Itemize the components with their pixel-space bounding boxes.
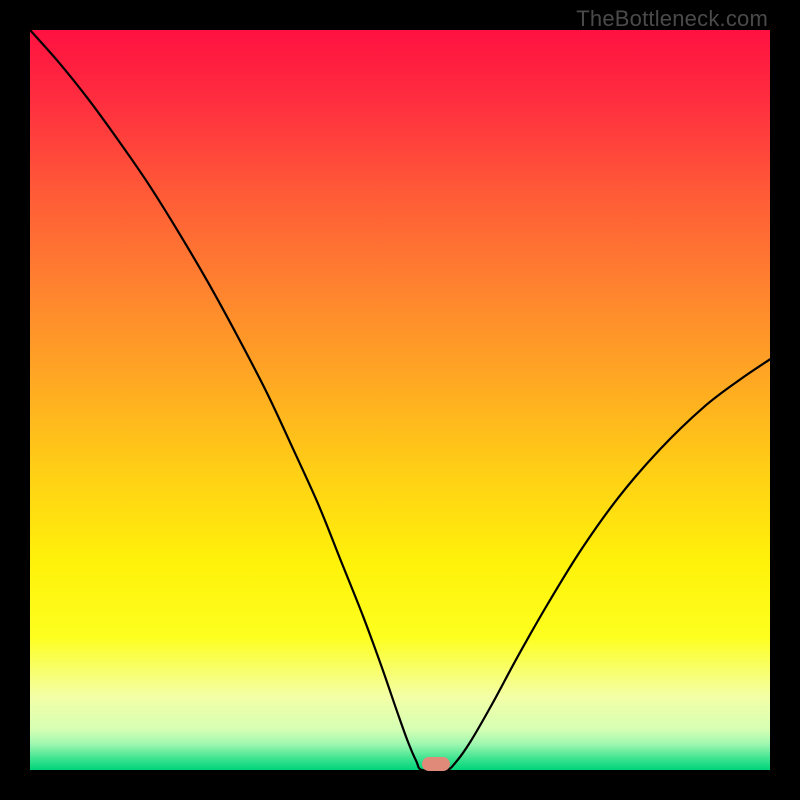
watermark-text: TheBottleneck.com	[576, 6, 768, 32]
bottleneck-curve	[30, 30, 770, 770]
chart-frame: TheBottleneck.com	[0, 0, 800, 800]
plot-area	[30, 30, 770, 770]
optimal-marker	[422, 757, 450, 771]
